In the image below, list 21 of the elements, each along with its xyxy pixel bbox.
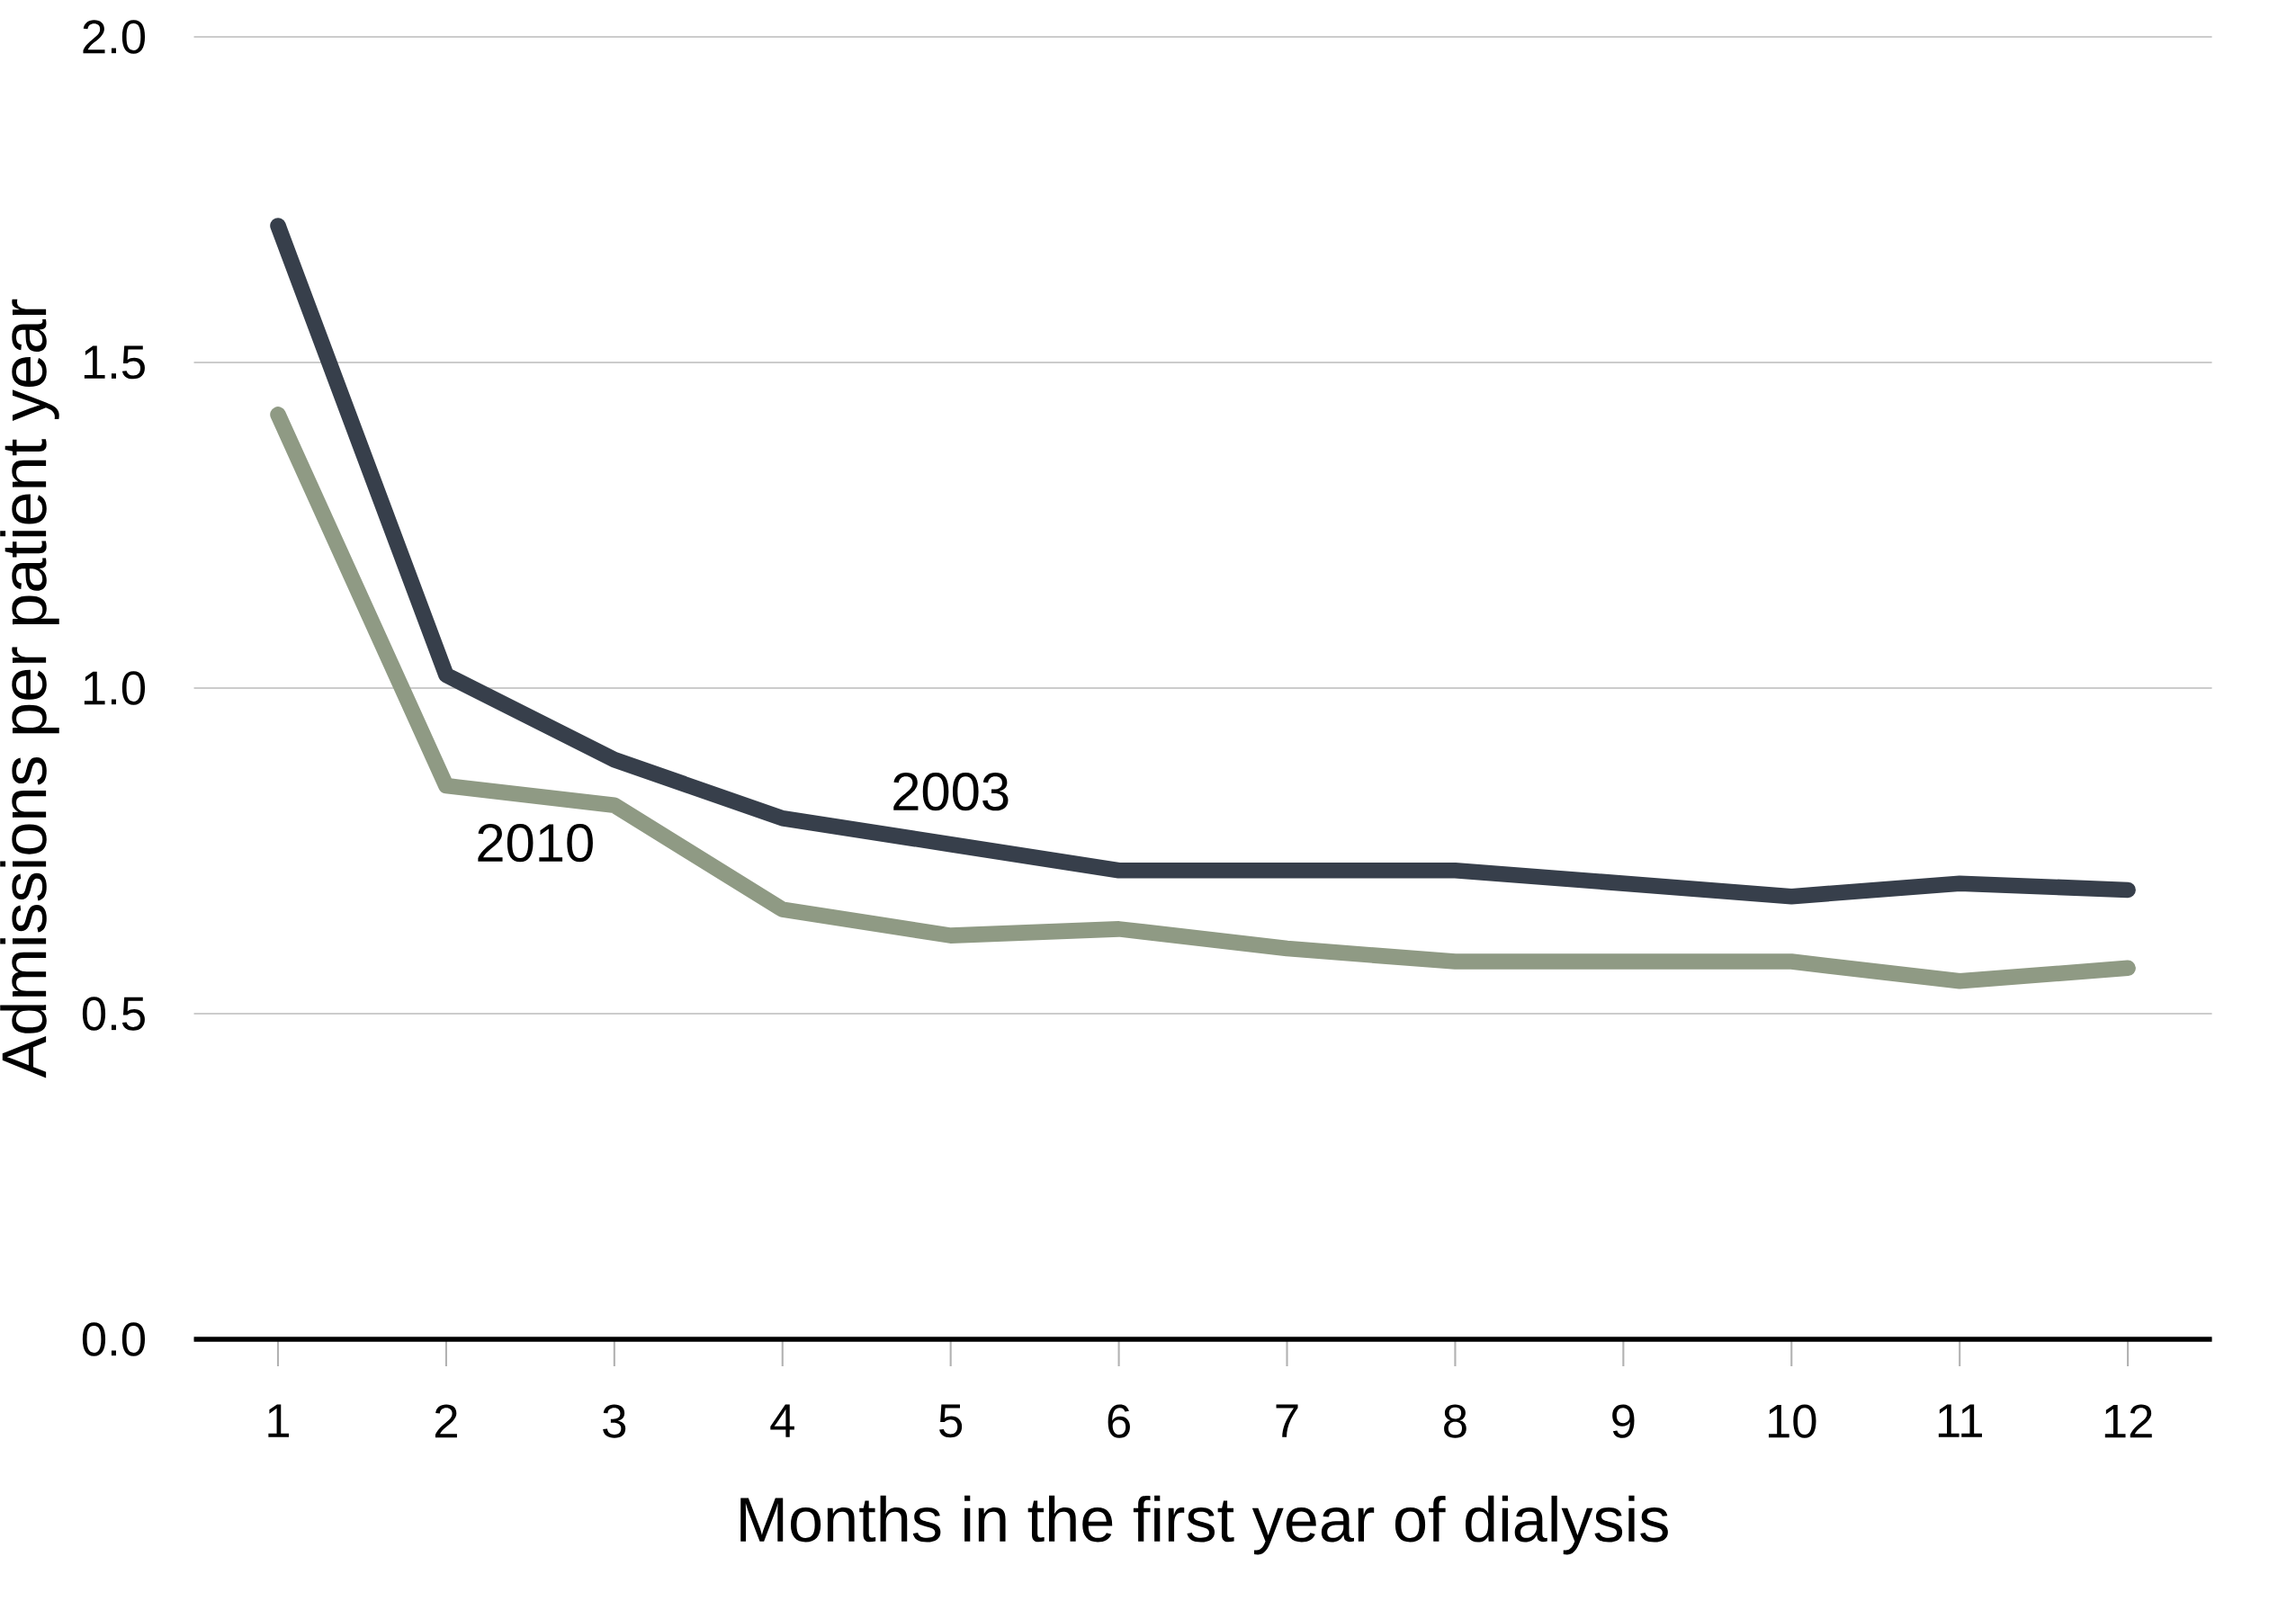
x-axis-title: Months in the first year of dialysis bbox=[740, 1495, 1668, 1555]
x-tick-label: 12 bbox=[2104, 1404, 2152, 1438]
x-tick-label: 9 bbox=[1612, 1404, 1635, 1438]
x-tick-label: 5 bbox=[939, 1404, 963, 1438]
x-tick-label: 8 bbox=[1444, 1404, 1466, 1438]
x-tick-label: 10 bbox=[1768, 1404, 1816, 1438]
x-tick-label: 3 bbox=[603, 1404, 626, 1438]
x-tick-label: 7 bbox=[1276, 1404, 1298, 1437]
x-tick-label: 11 bbox=[1938, 1404, 1982, 1437]
y-tick-label: 2.0 bbox=[83, 20, 146, 54]
y-tick-label: 1.0 bbox=[84, 671, 146, 705]
x-tick-label: 6 bbox=[1108, 1404, 1130, 1438]
series-label: 2010 bbox=[478, 824, 593, 863]
series-label: 2003 bbox=[893, 773, 1009, 811]
x-tick-label: 4 bbox=[770, 1404, 794, 1437]
y-tick-label: 1.5 bbox=[84, 345, 145, 380]
x-tick-label: 1 bbox=[268, 1404, 290, 1437]
y-axis-title: Admissions per patient year bbox=[0, 299, 59, 1078]
y-tick-label: 0.0 bbox=[82, 1322, 146, 1356]
y-tick-label: 0.5 bbox=[82, 997, 145, 1031]
x-tick-label: 2 bbox=[435, 1404, 457, 1438]
